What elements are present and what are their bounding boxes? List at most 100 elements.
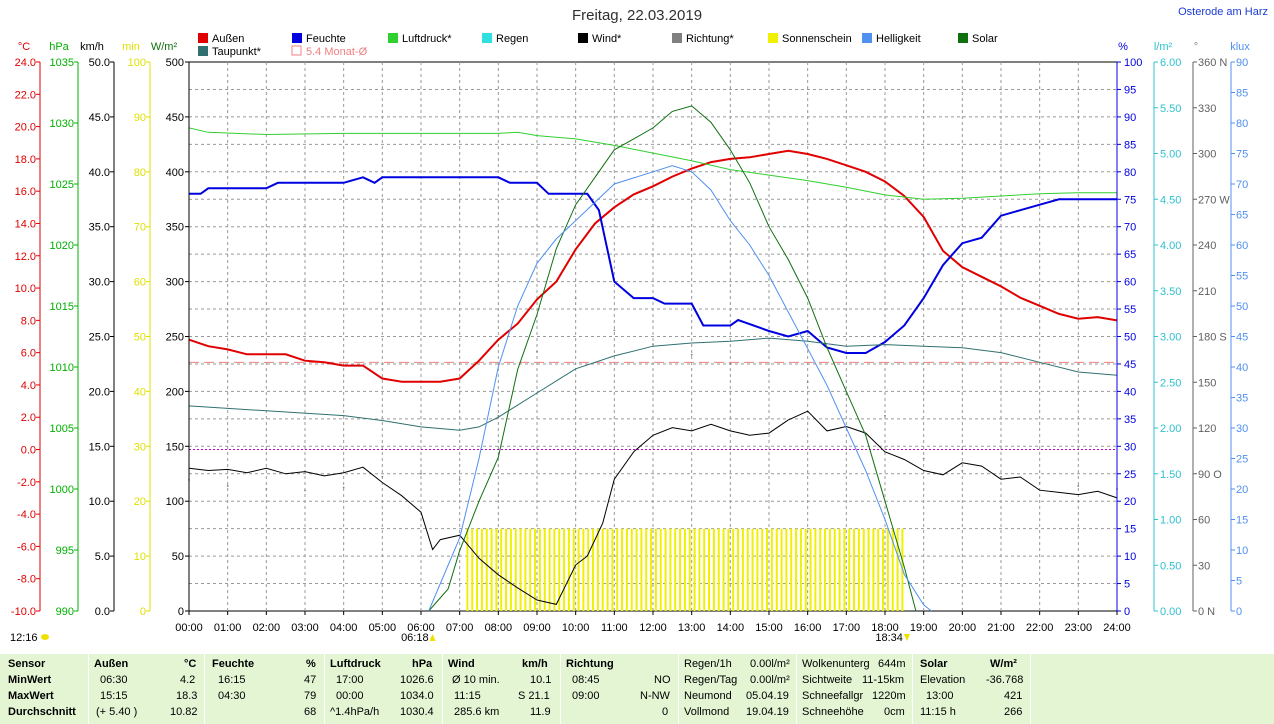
humidity-tick-label: 20 (1124, 496, 1136, 508)
series-line-außen (188, 149, 1118, 383)
wind-tick-label: 45.0 (89, 112, 110, 124)
header-sensor: Sensor (8, 658, 46, 670)
x-tick-label: 05:00 (369, 622, 397, 634)
axis-unit: min (122, 41, 140, 53)
row-label-max: MaxWert (8, 690, 54, 702)
axis-unit: ° (1194, 41, 1198, 53)
wind-tick-label: 5.0 (95, 551, 110, 563)
solar-tick-label: 350 (166, 222, 184, 234)
rain-tick-label: 4.50 (1160, 194, 1181, 206)
legend-label: Richtung* (686, 33, 734, 45)
direction-dot (1077, 485, 1080, 487)
sunmin-tick-label: 90 (134, 112, 146, 124)
lux-tick-label: 45 (1236, 332, 1248, 344)
luftdruck-max-time: 00:00 (336, 690, 364, 702)
extra-label-1: Regen/Tag (684, 674, 738, 686)
legend-swatch (482, 33, 492, 43)
feuchte-min-time: 16:15 (218, 674, 246, 686)
x-tick-label: 19:00 (910, 622, 938, 634)
extra-value-1: 0.00l/m² (750, 674, 790, 686)
direction-tick-label: 90 O (1198, 469, 1222, 481)
pressure-tick-label: 1015 (50, 301, 74, 313)
direction-tick-label: 330 (1198, 103, 1216, 115)
rain-tick-label: 5.50 (1160, 103, 1181, 115)
sunmin-tick-label: 70 (134, 222, 146, 234)
extra-label-3: Vollmond (684, 706, 730, 718)
temp-tick-label: 24.0 (15, 57, 36, 69)
axis-unit: hPa (49, 41, 69, 53)
direction-dot (458, 478, 461, 481)
temp-tick-label: 18.0 (15, 154, 36, 166)
legend-swatch (292, 33, 302, 43)
legend-label: Feuchte (306, 33, 346, 45)
x-tick-label: 20:00 (949, 622, 977, 634)
wind-max-val: S 21.1 (518, 690, 550, 702)
solar-value-2: 266 (1004, 706, 1023, 718)
header-aussen: Außen (94, 658, 129, 670)
header-richtung: Richtung (566, 658, 614, 670)
sunrise-label: 06:18 (401, 632, 429, 644)
direction-tick-label: 30 (1198, 560, 1210, 572)
sunmin-tick-label: 30 (134, 441, 146, 453)
series-line-solar (428, 105, 917, 612)
aussen-avg-val: 10.82 (170, 706, 198, 718)
legend-swatch (958, 33, 968, 43)
solar-label-1: 13:00 (926, 690, 954, 702)
humidity-tick-label: 15 (1124, 524, 1136, 536)
feuchte-avg-val: 68 (304, 706, 317, 718)
extra2-label-1: Sichtweite (802, 674, 853, 686)
lux-tick-label: 55 (1236, 271, 1248, 283)
rain-tick-label: 4.00 (1160, 240, 1181, 252)
x-tick-label: 09:00 (523, 622, 551, 634)
x-tick-label: 08:00 (485, 622, 513, 634)
humidity-tick-label: 0 (1124, 606, 1130, 618)
solar-label-2: 11:15 h (920, 706, 956, 718)
extra-value-2: 05.04.19 (746, 690, 789, 702)
header-luftdruck-unit: hPa (412, 658, 433, 670)
x-tick-label: 06:00 (407, 622, 435, 634)
sunmin-tick-label: 40 (134, 386, 146, 398)
x-tick-label: 12:00 (639, 622, 667, 634)
direction-tick-label: 180 S (1198, 332, 1227, 344)
x-tick-label: 03:00 (291, 622, 319, 634)
wind-tick-label: 30.0 (89, 277, 110, 289)
location-label[interactable]: Osterode am Harz (1178, 6, 1268, 18)
wind-tick-label: 10.0 (89, 496, 110, 508)
extra-label-2: Neumond (684, 690, 732, 702)
direction-dot (922, 457, 925, 460)
x-tick-label: 22:00 (1026, 622, 1054, 634)
sunmin-tick-label: 20 (134, 496, 146, 508)
direction-dot (265, 488, 268, 490)
lux-tick-label: 25 (1236, 454, 1248, 466)
wind-avg-val: 11.9 (530, 706, 551, 718)
extra2-label-3: Schneehöhe (802, 706, 864, 718)
row-label-avg: Durchschnitt (8, 706, 76, 718)
series-line-taupunkt (188, 337, 1118, 431)
x-tick-label: 01:00 (214, 622, 242, 634)
x-tick-label: 00:00 (175, 622, 203, 634)
sunset-icon (903, 634, 910, 641)
x-tick-label: 10:00 (562, 622, 590, 634)
legend-swatch (578, 33, 588, 43)
extra-label-0: Regen/1h (684, 658, 732, 670)
direction-dot (497, 414, 500, 417)
header-solar: Solar (920, 658, 948, 670)
luftdruck-avg-val: 1030.4 (400, 706, 434, 718)
wind-tick-label: 35.0 (89, 222, 110, 234)
luftdruck-max-val: 1034.0 (400, 690, 434, 702)
x-tick-label: 16:00 (794, 622, 822, 634)
sunmin-tick-label: 80 (134, 167, 146, 179)
rain-tick-label: 2.50 (1160, 377, 1181, 389)
solar-tick-label: 400 (166, 167, 184, 179)
humidity-tick-label: 80 (1124, 167, 1136, 179)
row-label-min: MinWert (8, 674, 52, 686)
humidity-tick-label: 85 (1124, 139, 1136, 151)
direction-dot (729, 363, 732, 365)
pressure-tick-label: 1025 (50, 179, 74, 191)
legend-label: Helligkeit (876, 33, 921, 45)
pressure-tick-label: 1030 (50, 118, 74, 130)
extra2-value-2: 1220m (872, 690, 906, 702)
wind-tick-label: 25.0 (89, 332, 110, 344)
rain-tick-label: 6.00 (1160, 57, 1181, 69)
luftdruck-avg-time: ^1.4hPa/h (330, 706, 380, 718)
